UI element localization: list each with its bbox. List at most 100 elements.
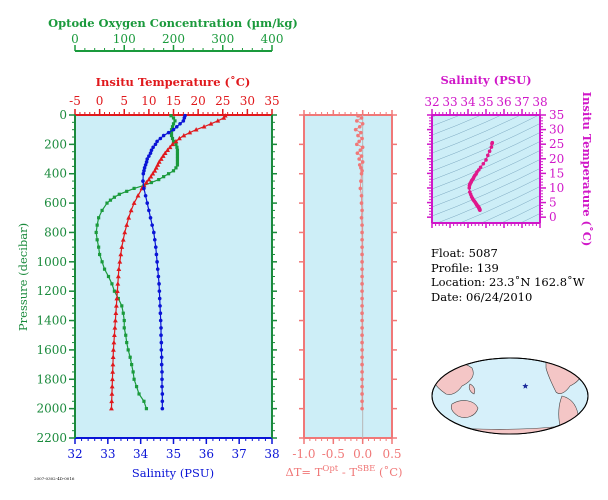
temperature-point — [153, 165, 159, 170]
salinity-point — [158, 311, 163, 316]
oxygen-point — [98, 252, 102, 257]
delta-point — [360, 318, 364, 323]
oxygen-point — [108, 198, 113, 202]
temperature-point — [112, 332, 117, 338]
salinity-point — [160, 377, 164, 382]
pressure-tick-label: 1400 — [36, 314, 67, 328]
ts-density-contours — [432, 115, 540, 223]
delta-point — [360, 377, 364, 382]
salinity-point — [181, 119, 186, 123]
salinity-tick-label: 35 — [166, 447, 181, 461]
oxygen-point — [132, 186, 136, 191]
oxygen-point — [170, 125, 175, 129]
ts-temperature-tick-label: 25 — [549, 137, 564, 151]
salinity-point — [153, 142, 158, 147]
float-location: Location: 23.3˚N 162.8˚W — [431, 275, 585, 289]
temperature-tick-label: 25 — [215, 94, 230, 108]
oxygen-tick-label: 100 — [113, 32, 136, 46]
ts-point — [489, 145, 494, 149]
delta-point — [360, 168, 364, 173]
temperature-tick-label: 35 — [264, 94, 279, 108]
temperature-point — [215, 118, 221, 123]
delta-point — [359, 154, 364, 158]
ts-x-axis-title: Salinity (PSU) — [440, 73, 531, 87]
delta-point — [359, 171, 364, 176]
delta-point — [355, 151, 360, 155]
temperature-point — [156, 159, 162, 164]
oxygen-point — [102, 267, 107, 271]
delta-series — [353, 113, 365, 411]
oxygen-point — [134, 385, 139, 389]
location-star — [522, 382, 529, 389]
temperature-point — [109, 398, 115, 404]
salinity-point — [156, 274, 161, 279]
salinity-point — [147, 208, 151, 213]
delta-point — [357, 163, 362, 167]
salinity-point — [161, 133, 166, 138]
delta-point — [356, 133, 360, 138]
oxygen-point — [169, 133, 174, 138]
oxygen-point — [175, 160, 180, 164]
oxygen-point — [116, 296, 120, 301]
delta-point — [359, 193, 364, 198]
salinity-point — [148, 151, 153, 155]
salinity-tick-label: 34 — [133, 447, 149, 461]
salinity-point — [143, 163, 148, 167]
ts-point — [481, 161, 486, 166]
salinity-point — [159, 326, 163, 330]
salinity-point — [158, 318, 163, 323]
salinity-point — [157, 296, 162, 301]
ts-plot-area — [432, 115, 540, 223]
delta-point — [360, 348, 364, 352]
ts-salinity-tick-label: 32 — [424, 95, 439, 109]
location-map — [431, 357, 589, 435]
profile-panel: Optode Oxygen Concentration (µm/kg) Insi… — [16, 16, 298, 480]
temperature-tick-label: 20 — [190, 94, 205, 108]
salinity-point — [160, 406, 165, 411]
profile-date: Date: 06/24/2010 — [431, 289, 533, 304]
salinity-point — [145, 201, 150, 205]
salinity-tick-label: 37 — [232, 447, 247, 461]
pressure-tick-label: 200 — [44, 137, 67, 151]
ts-temperature-tick-label: 35 — [549, 108, 564, 122]
pressure-tick-label: 400 — [44, 167, 67, 181]
ts-salinity-tick-label: 35 — [478, 95, 493, 109]
profile-number: Profile: 139 — [431, 260, 499, 275]
salinity-point — [155, 267, 160, 271]
temperature-tick-label: 0 — [96, 94, 104, 108]
temperature-point — [110, 369, 116, 374]
salinity-point — [147, 154, 151, 158]
delta-axis-title: ΔT= TOpt - TSBE (˚C) — [285, 464, 402, 479]
temperature-point — [165, 147, 170, 153]
oxygen-point — [162, 175, 166, 179]
oxygen-tick-label: 0 — [71, 32, 79, 46]
ts-temperature-tick-label: 15 — [549, 166, 564, 180]
temperature-point — [135, 193, 141, 198]
salinity-point — [159, 362, 164, 367]
ts-temperature-tick-label: 30 — [549, 123, 564, 137]
float-location-marker — [522, 382, 529, 389]
temperature-point — [114, 288, 120, 293]
temperature-point — [114, 295, 120, 301]
density-contour — [459, 186, 540, 223]
oxygen-point — [105, 201, 109, 205]
density-contour — [432, 141, 540, 190]
salinity-point — [142, 186, 146, 191]
oxygen-point — [175, 151, 180, 155]
salinity-point — [148, 215, 153, 220]
ts-salinity-tick-label: 33 — [442, 95, 457, 109]
oxygen-point — [175, 163, 180, 167]
delta-point — [360, 260, 364, 264]
salinity-point — [144, 160, 149, 164]
temperature-point — [221, 115, 227, 120]
oxygen-tick-label: 300 — [211, 32, 234, 46]
delta-point — [360, 326, 364, 330]
temperature-point — [117, 259, 123, 264]
salinity-point — [143, 193, 148, 198]
salinity-tick-label: 38 — [264, 447, 279, 461]
oxygen-point — [121, 311, 125, 315]
oxygen-point — [171, 122, 176, 126]
delta-point — [358, 148, 363, 153]
temperature-point — [148, 174, 154, 179]
delta-point — [357, 124, 362, 129]
